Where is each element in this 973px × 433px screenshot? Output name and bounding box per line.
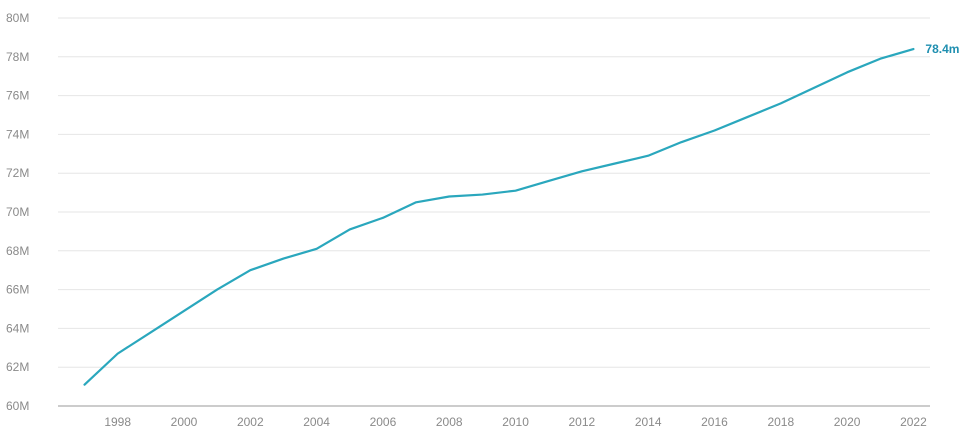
end-value-label: 78.4m [925, 42, 959, 56]
y-tick-label: 60M [6, 399, 29, 413]
y-tick-label: 62M [6, 360, 29, 374]
y-axis-tick-labels: 60M 62M 64M 66M 68M 70M 72M 74M 76M 78M 80M [6, 11, 29, 413]
x-tick-label: 2008 [436, 415, 463, 429]
x-tick-label: 2018 [767, 415, 794, 429]
series-lines [83, 47, 915, 386]
x-tick-label: 2006 [370, 415, 397, 429]
x-tick-label: 1998 [104, 415, 131, 429]
x-axis-tick-labels: 1998 2000 2002 2004 2006 2008 2010 2012 2014 2016… [104, 415, 927, 429]
x-tick-label: 2012 [569, 415, 596, 429]
y-tick-label: 76M [6, 89, 29, 103]
x-tick-label: 2020 [834, 415, 861, 429]
x-tick-label: 2002 [237, 415, 264, 429]
x-tick-label: 2022 [900, 415, 927, 429]
y-tick-label: 68M [6, 244, 29, 258]
y-tick-label: 64M [6, 321, 29, 335]
x-tick-label: 2014 [635, 415, 662, 429]
y-tick-label: 74M [6, 127, 29, 141]
x-tick-label: 2016 [701, 415, 728, 429]
y-tick-label: 70M [6, 205, 29, 219]
y-tick-label: 80M [6, 11, 29, 25]
x-tick-label: 2000 [171, 415, 198, 429]
data-labels: 78.4m [925, 42, 959, 56]
y-tick-label: 72M [6, 166, 29, 180]
x-tick-label: 2010 [502, 415, 529, 429]
y-tick-label: 66M [6, 283, 29, 297]
series-line [83, 47, 915, 386]
grid-lines [58, 17, 930, 368]
y-tick-label: 78M [6, 50, 29, 64]
x-tick-label: 2004 [303, 415, 330, 429]
